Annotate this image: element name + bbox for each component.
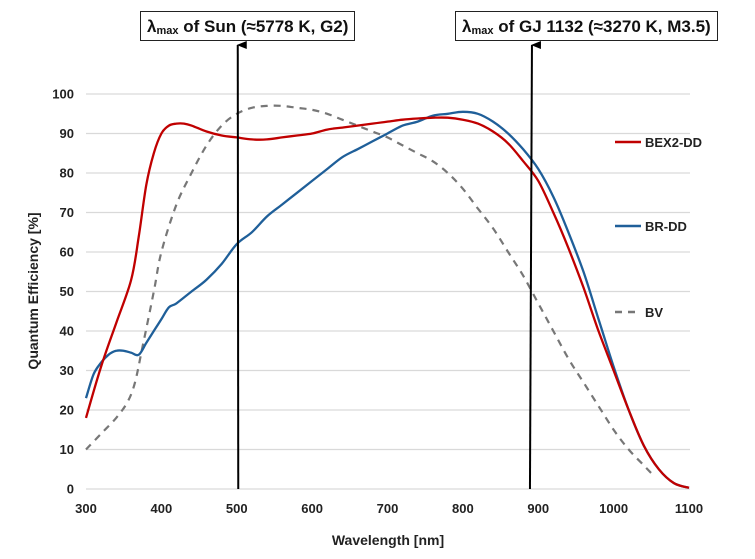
annotation-text: of Sun (≈5778 K, G2) bbox=[178, 17, 349, 36]
x-axis-label: Wavelength [nm] bbox=[332, 532, 444, 548]
annotation-arrows bbox=[236, 40, 541, 490]
y-tick-label: 40 bbox=[60, 324, 74, 339]
legend-label: BR-DD bbox=[645, 219, 687, 234]
annotation-text: of GJ 1132 (≈3270 K, M3.5) bbox=[493, 17, 711, 36]
y-tick-label: 20 bbox=[60, 403, 74, 418]
legend: BEX2-DD BR-DD BV bbox=[615, 135, 702, 320]
lambda-symbol: λ bbox=[147, 17, 157, 36]
y-tick-label: 30 bbox=[60, 363, 74, 378]
x-tick-label: 700 bbox=[377, 501, 399, 516]
x-tick-label: 500 bbox=[226, 501, 248, 516]
legend-item-bex2-dd: BEX2-DD bbox=[615, 135, 702, 150]
y-tick-label: 0 bbox=[67, 482, 74, 497]
y-tick-label: 70 bbox=[60, 205, 74, 220]
x-tick-label: 1000 bbox=[599, 501, 628, 516]
arrow-sun bbox=[236, 40, 247, 490]
legend-label: BV bbox=[645, 305, 663, 320]
series-line-bex2-dd bbox=[84, 116, 690, 489]
annotation-gj1132-peak: λmax of GJ 1132 (≈3270 K, M3.5) bbox=[455, 11, 718, 41]
lambda-subscript: max bbox=[156, 25, 179, 37]
legend-item-br-dd: BR-DD bbox=[615, 219, 687, 234]
arrow-gj1132 bbox=[528, 41, 541, 490]
y-tick-label: 90 bbox=[60, 126, 74, 141]
y-tick-label: 10 bbox=[60, 442, 74, 457]
legend-item-bv: BV bbox=[615, 305, 663, 320]
x-tick-label: 800 bbox=[452, 501, 474, 516]
x-tick-label: 600 bbox=[301, 501, 323, 516]
y-tick-label: 80 bbox=[60, 166, 74, 181]
lambda-symbol: λ bbox=[462, 17, 472, 36]
y-axis-ticks: 0 10 20 30 40 50 60 70 80 90 100 bbox=[52, 87, 74, 497]
y-axis-label: Quantum Efficiency [%] bbox=[25, 212, 41, 369]
lambda-subscript: max bbox=[471, 25, 494, 37]
legend-label: BEX2-DD bbox=[645, 135, 702, 150]
y-tick-label: 60 bbox=[60, 245, 74, 260]
x-tick-label: 1100 bbox=[675, 501, 703, 516]
y-tick-label: 50 bbox=[60, 284, 74, 299]
series-lines bbox=[84, 104, 690, 489]
x-axis-ticks: 300 400 500 600 700 800 900 1000 1100 bbox=[75, 501, 703, 516]
gridlines bbox=[86, 93, 690, 490]
series-line-br-dd bbox=[84, 110, 690, 489]
annotation-sun-peak: λmax of Sun (≈5778 K, G2) bbox=[140, 11, 356, 41]
x-tick-label: 300 bbox=[75, 501, 97, 516]
y-tick-label: 100 bbox=[52, 87, 74, 102]
x-tick-label: 400 bbox=[151, 501, 173, 516]
x-tick-label: 900 bbox=[527, 501, 549, 516]
series-line-bv bbox=[85, 104, 653, 474]
